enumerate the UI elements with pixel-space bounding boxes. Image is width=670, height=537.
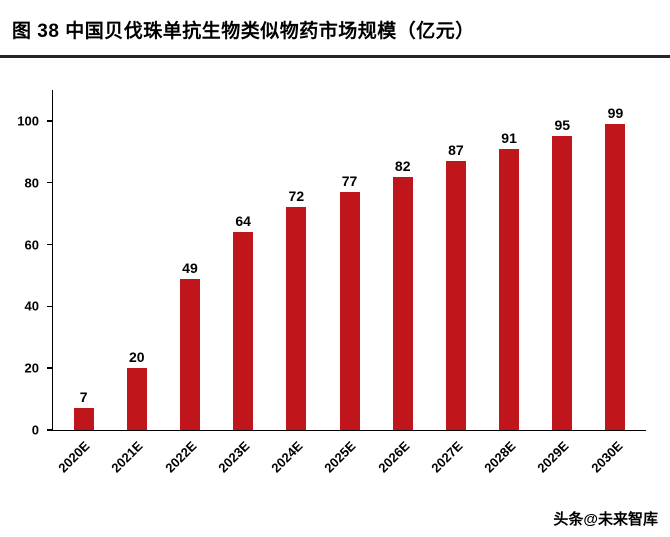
bar-group: 95 bbox=[536, 90, 589, 430]
x-axis-label-cell: 2030E bbox=[588, 431, 642, 487]
bar-value-label: 7 bbox=[79, 389, 88, 406]
bar bbox=[179, 278, 200, 430]
bar-group: 82 bbox=[376, 90, 429, 430]
x-axis-label: 2021E bbox=[108, 438, 146, 476]
bar bbox=[126, 368, 147, 430]
bar-value-label: 49 bbox=[182, 259, 198, 276]
bar bbox=[392, 176, 413, 430]
x-axis-label-cell: 2028E bbox=[481, 431, 535, 487]
bar-value-label: 72 bbox=[288, 188, 305, 205]
y-axis-tick-label: 40 bbox=[24, 298, 39, 314]
chart: 0 20 40 60 80 100 7 20 49 64 72 77 82 87 91 95 99 2020E 2… bbox=[17, 90, 646, 487]
y-axis-tick-label: 20 bbox=[24, 360, 39, 376]
x-axis-label-cell: 2027E bbox=[428, 431, 482, 487]
x-axis-label: 2030E bbox=[588, 438, 626, 476]
y-axis-tick-label: 0 bbox=[31, 422, 39, 438]
x-axis-label: 2027E bbox=[428, 438, 466, 476]
x-axis-label: 2029E bbox=[534, 438, 572, 476]
y-axis-tick bbox=[47, 120, 53, 122]
bar-group: 72 bbox=[270, 90, 323, 430]
x-axis-label: 2028E bbox=[481, 438, 519, 476]
bar-value-label: 77 bbox=[341, 173, 358, 189]
y-axis-tick bbox=[47, 305, 53, 308]
x-axis-label: 2023E bbox=[215, 438, 253, 476]
bar-group: 91 bbox=[483, 90, 536, 430]
x-axis-label: 2025E bbox=[321, 438, 359, 476]
x-axis-label-cell: 2029E bbox=[535, 431, 588, 487]
x-axis-label-cell: 2026E bbox=[374, 431, 429, 487]
x-axis-label-cell: 2021E bbox=[109, 431, 162, 487]
title-divider bbox=[0, 55, 670, 58]
bar-group: 87 bbox=[429, 90, 482, 430]
y-axis-tick-label: 60 bbox=[24, 237, 39, 253]
bar-value-label: 64 bbox=[235, 213, 251, 230]
bar bbox=[499, 148, 520, 430]
y-axis-tick bbox=[47, 243, 53, 246]
y-axis-tick bbox=[47, 367, 53, 369]
bar-group: 49 bbox=[163, 90, 216, 430]
bar-group: 99 bbox=[589, 90, 642, 430]
bar-value-label: 99 bbox=[607, 105, 624, 121]
bar bbox=[445, 161, 466, 430]
bar-group: 77 bbox=[323, 90, 376, 430]
y-axis-tick bbox=[47, 429, 53, 431]
bar-group: 20 bbox=[110, 90, 163, 430]
y-axis-tick-label: 80 bbox=[24, 175, 39, 191]
bar-value-label: 91 bbox=[501, 129, 517, 146]
bar-value-label: 82 bbox=[394, 157, 411, 174]
x-axis-label: 2026E bbox=[374, 438, 413, 476]
x-axis-label-cell: 2020E bbox=[55, 431, 109, 487]
bar bbox=[286, 207, 307, 430]
y-axis-tick-label: 100 bbox=[17, 113, 39, 129]
x-axis-label: 2022E bbox=[161, 438, 200, 476]
plot-area: 0 20 40 60 80 100 7 20 49 64 72 77 82 87 91 95 99 bbox=[17, 90, 646, 437]
x-axis-label: 2024E bbox=[268, 438, 306, 476]
y-axis-tick bbox=[47, 181, 53, 184]
x-axis-label-cell: 2024E bbox=[268, 431, 322, 487]
bar bbox=[73, 408, 94, 430]
bar-group: 64 bbox=[217, 90, 270, 430]
bar bbox=[552, 136, 573, 430]
bar bbox=[605, 124, 626, 430]
x-axis-labels: 2020E 2021E 2022E 2023E 2024E 2025E 2026E 2027E… bbox=[52, 431, 646, 487]
figure-title: 图 38 中国贝伐珠单抗生物类似物药市场规模（亿元） bbox=[12, 21, 475, 42]
x-axis-label: 2020E bbox=[55, 438, 93, 476]
bar-group: 7 bbox=[57, 90, 110, 430]
bar-value-label: 95 bbox=[554, 117, 571, 134]
x-axis-label-cell: 2023E bbox=[215, 431, 269, 487]
watermark: 头条@未来智库 bbox=[553, 511, 658, 528]
x-axis-label-cell: 2025E bbox=[322, 431, 375, 487]
bar-value-label: 87 bbox=[448, 142, 464, 159]
bar bbox=[339, 192, 360, 430]
x-axis-label-cell: 2022E bbox=[161, 431, 216, 487]
bar bbox=[233, 232, 254, 430]
bar-value-label: 20 bbox=[128, 349, 145, 366]
